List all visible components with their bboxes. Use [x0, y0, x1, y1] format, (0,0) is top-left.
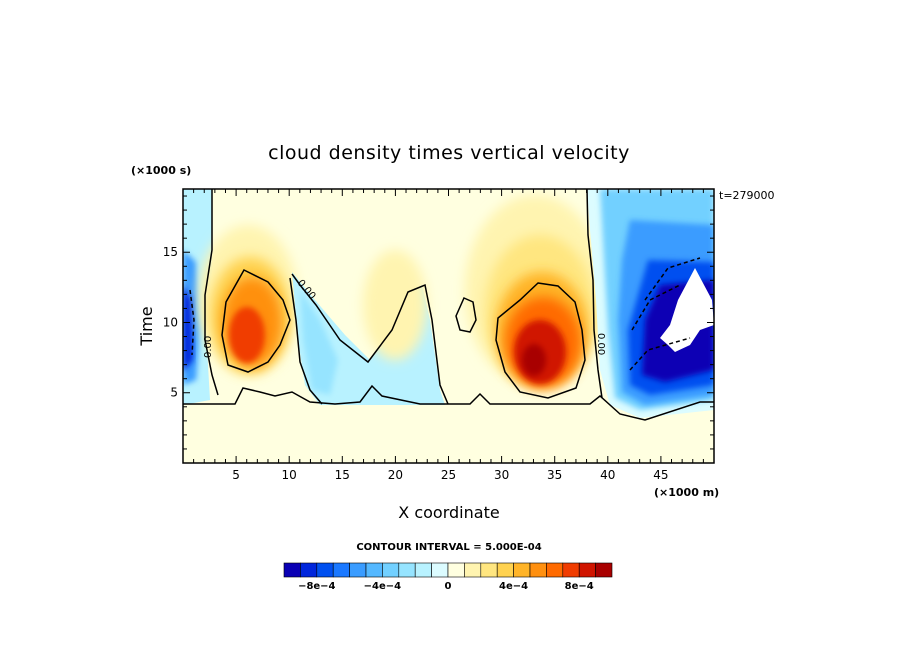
colorbar-swatch [382, 562, 400, 578]
x-axis-title: X coordinate [398, 503, 499, 522]
colorbar-swatch [398, 562, 416, 578]
axes: 5 10 15 20 25 30 35 40 45 5 10 15 [163, 189, 714, 482]
colorbar: −8e−4 −4e−4 0 4e−4 8e−4 [283, 562, 613, 592]
updraft-a-inner [229, 307, 265, 363]
contour-interval-label: CONTOUR INTERVAL = 5.000E-04 [356, 542, 541, 553]
x-unit-label: (×1000 m) [654, 486, 719, 499]
colorbar-swatch [332, 562, 350, 578]
colorbar-swatch [595, 562, 613, 578]
updraft-b-core [522, 344, 546, 376]
tongue-downdraft-inner [300, 290, 338, 395]
colorbar-swatch [316, 562, 334, 578]
zero-contour-tongue-inner [289, 277, 323, 405]
colorbar-swatch [349, 562, 367, 578]
zero-contour-left [204, 189, 219, 396]
x-tick-label: 35 [547, 468, 562, 482]
x-tick-label: 25 [441, 468, 456, 482]
y-tick-label: 5 [170, 386, 178, 400]
x-tick-label: 10 [282, 468, 297, 482]
zero-contour-base [183, 384, 714, 421]
colorbar-swatch [562, 562, 580, 578]
time-stamp: t=279000 [719, 189, 775, 202]
y-unit-label: (×1000 s) [131, 164, 191, 177]
colorbar-swatch [365, 562, 383, 578]
colorbar-swatch [480, 562, 498, 578]
weak-updraft [363, 250, 427, 360]
heatmap-field [183, 189, 714, 463]
colorbar-swatch [300, 562, 318, 578]
small-loop [455, 297, 477, 333]
colorbar-swatch [546, 562, 564, 578]
zero-contours [183, 189, 714, 421]
y-tick-label: 15 [163, 245, 178, 259]
colorbar-tick-label: 0 [445, 581, 452, 592]
right-negative-contour [629, 257, 701, 371]
colorbar-swatch [431, 562, 449, 578]
right-undefined-region [660, 268, 714, 352]
y-axis-title: Time [137, 306, 156, 346]
contour-label-right: 0.00 [595, 333, 606, 355]
x-tick-label: 40 [600, 468, 615, 482]
colorbar-swatch [464, 562, 482, 578]
updraft-b-contour [495, 282, 586, 399]
colorbar-swatch [513, 562, 531, 578]
colorbar-swatch [578, 562, 596, 578]
colorbar-swatch [529, 562, 547, 578]
updraft-a-contour [221, 269, 291, 373]
colorbar-swatch [283, 562, 301, 578]
x-tick-label: 20 [388, 468, 403, 482]
colorbar-swatch [447, 562, 465, 578]
colorbar-tick-label: 8e−4 [565, 581, 594, 592]
colorbar-tick-label: −4e−4 [364, 581, 401, 592]
zero-contour-tongue [291, 273, 449, 405]
colorbar-tick-label: 4e−4 [499, 581, 528, 592]
x-tick-label: 15 [335, 468, 350, 482]
colorbar-swatch [414, 562, 432, 578]
x-tick-label: 30 [494, 468, 509, 482]
chart-title: cloud density times vertical velocity [268, 142, 630, 164]
zero-contour-right [586, 189, 603, 399]
left-negative-contour [189, 289, 195, 356]
x-tick-label: 5 [232, 468, 240, 482]
colorbar-swatch [496, 562, 514, 578]
colorbar-tick-label: −8e−4 [298, 581, 335, 592]
y-tick-label: 10 [163, 315, 178, 329]
contour-label-left: 0.00 [203, 336, 214, 358]
x-tick-label: 45 [653, 468, 668, 482]
